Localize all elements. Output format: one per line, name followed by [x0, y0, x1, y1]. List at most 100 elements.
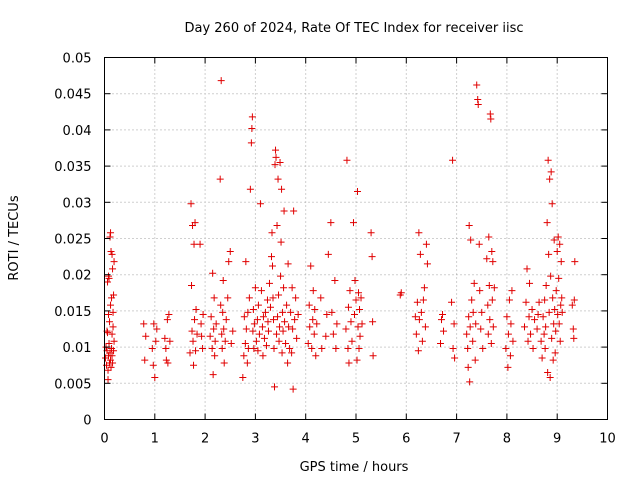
y-tick-label: 0.02: [63, 269, 92, 284]
data-point: [276, 323, 284, 331]
data-point: [558, 308, 566, 316]
data-point: [250, 320, 258, 328]
data-point: [192, 305, 200, 313]
data-point: [279, 308, 287, 316]
data-point: [345, 359, 353, 367]
data-point: [246, 185, 254, 193]
data-point: [526, 279, 534, 287]
data-point: [553, 248, 561, 256]
data-point: [554, 233, 562, 241]
x-tick-label: 10: [599, 432, 616, 447]
data-point: [355, 345, 363, 353]
data-point: [210, 325, 218, 333]
data-point: [279, 327, 287, 335]
data-point: [422, 240, 430, 248]
data-point: [284, 359, 292, 367]
data-point: [307, 262, 315, 270]
data-point: [226, 248, 234, 256]
data-point: [412, 330, 420, 338]
data-point: [411, 313, 419, 321]
data-point: [309, 316, 317, 324]
data-point: [416, 250, 424, 258]
data-point: [440, 327, 448, 335]
data-point: [265, 279, 273, 287]
data-point: [110, 347, 118, 355]
data-point: [197, 320, 205, 328]
data-point: [488, 296, 496, 304]
data-point: [105, 339, 113, 347]
data-point: [347, 318, 355, 326]
x-axis-title: GPS time / hours: [300, 460, 409, 475]
data-point: [557, 258, 565, 266]
data-point: [164, 359, 172, 367]
data-point: [558, 294, 566, 302]
x-tick-label: 2: [201, 432, 209, 447]
data-point: [537, 337, 545, 345]
data-point: [274, 313, 282, 321]
data-point: [287, 308, 295, 316]
data-point: [505, 296, 513, 304]
data-point: [245, 294, 253, 302]
data-point: [191, 219, 199, 227]
data-point: [477, 325, 485, 333]
data-point: [466, 378, 474, 386]
data-point: [545, 250, 553, 258]
x-tick-label: 0: [100, 432, 108, 447]
data-point: [209, 371, 217, 379]
data-point: [420, 284, 428, 292]
data-point: [209, 269, 217, 277]
data-point: [544, 368, 552, 376]
y-tick-label: 0.01: [63, 341, 92, 356]
data-point: [106, 318, 114, 326]
data-point: [569, 325, 577, 333]
data-point: [149, 361, 157, 369]
data-point: [262, 342, 270, 350]
data-point: [107, 301, 115, 309]
data-point: [108, 352, 116, 360]
data-point: [547, 272, 555, 280]
data-point: [191, 316, 199, 324]
data-point: [264, 318, 272, 326]
data-point: [212, 320, 220, 328]
data-point: [541, 345, 549, 353]
data-point: [467, 236, 475, 244]
data-point: [140, 320, 148, 328]
data-point: [290, 207, 298, 215]
data-point: [547, 168, 555, 176]
data-point: [270, 316, 278, 324]
data-point: [540, 330, 548, 338]
data-point: [357, 294, 365, 302]
data-point: [280, 207, 288, 215]
data-point: [248, 113, 256, 121]
data-point: [551, 305, 559, 313]
data-point: [109, 359, 117, 367]
data-point: [104, 278, 112, 286]
data-point: [538, 354, 546, 362]
data-point: [229, 327, 237, 335]
data-point: [271, 161, 279, 169]
data-point: [549, 294, 557, 302]
data-point: [414, 347, 422, 355]
data-point: [199, 311, 207, 319]
data-point: [190, 240, 198, 248]
data-point: [278, 185, 286, 193]
data-point: [570, 296, 578, 304]
data-point: [524, 337, 532, 345]
data-point: [284, 260, 292, 268]
data-point: [250, 345, 258, 353]
data-point: [243, 359, 251, 367]
data-point: [107, 229, 115, 237]
data-point: [397, 289, 405, 297]
data-point: [256, 200, 264, 208]
data-point: [474, 95, 482, 103]
x-tick-label: 6: [402, 432, 410, 447]
data-point: [504, 330, 512, 338]
data-point: [509, 337, 517, 345]
data-point: [349, 219, 357, 227]
data-point: [327, 219, 335, 227]
data-point: [333, 320, 341, 328]
data-point: [522, 298, 530, 306]
data-point: [322, 332, 330, 340]
data-point: [356, 305, 364, 313]
data-point: [286, 345, 294, 353]
